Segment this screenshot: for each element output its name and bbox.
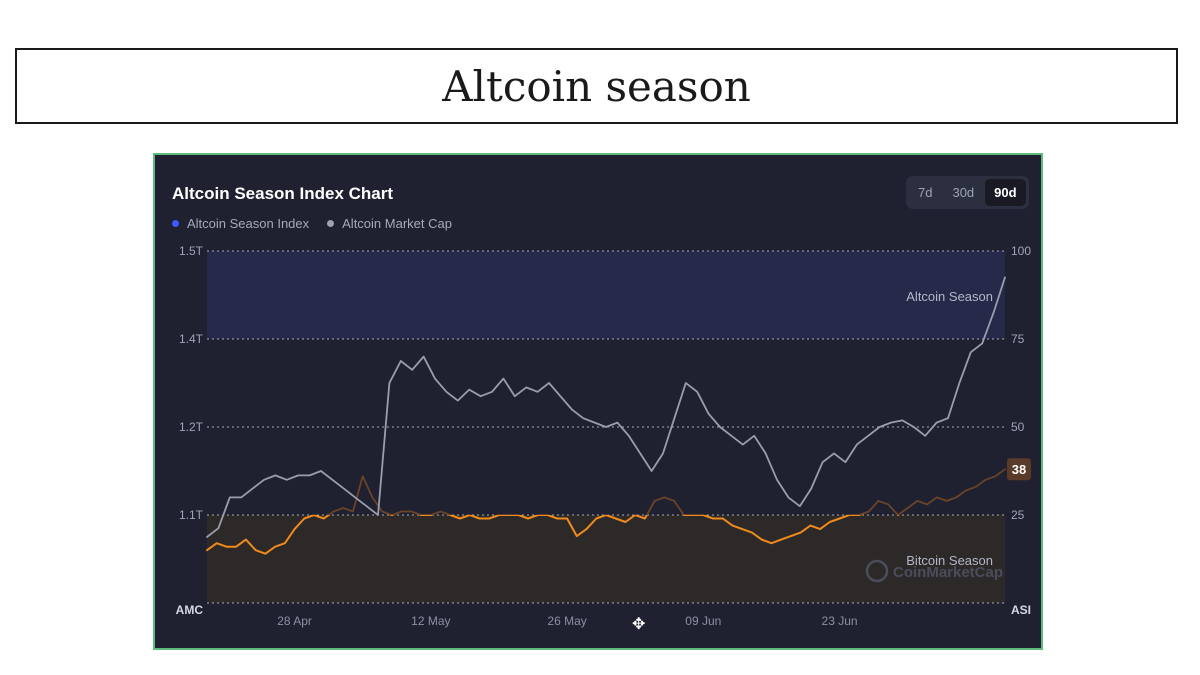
series-line-altcoin-season-index-upper [311, 468, 1006, 515]
slide-title: Altcoin season [15, 48, 1178, 124]
band-bitcoin-season [207, 515, 1005, 603]
x-tick-label: 09 Jun [685, 614, 721, 628]
legend-dot-icon [327, 220, 335, 227]
coinmarketcap-logo-icon [865, 559, 889, 583]
left-axis-label: AMC [176, 603, 204, 617]
left-tick-label: 1.1T [179, 508, 204, 522]
right-tick-label: 75 [1011, 332, 1025, 346]
legend: Altcoin Season Index Altcoin Market Cap [172, 216, 452, 231]
band-altcoin-season [207, 251, 1005, 339]
legend-label: Altcoin Market Cap [342, 216, 452, 231]
right-tick-label: 100 [1011, 244, 1031, 258]
legend-dot-icon [172, 220, 179, 227]
right-tick-label: 25 [1011, 508, 1025, 522]
x-tick-label: 28 Apr [277, 614, 312, 628]
watermark-text: CoinMarketCap [893, 564, 1003, 581]
tab-30d[interactable]: 30d [952, 185, 975, 200]
current-value-badge [1007, 458, 1031, 481]
chart-title: Altcoin Season Index Chart [172, 184, 394, 203]
series-line-altcoin-market-cap [206, 276, 1006, 538]
left-tick-label: 1.2T [179, 420, 204, 434]
altcoin-season-chart-card: Altcoin Season Index Chart Altcoin Seaso… [153, 153, 1043, 650]
right-axis-label: ASI [1011, 603, 1031, 617]
x-tick-label: 26 May [547, 614, 586, 628]
move-cursor-icon: ✥ [632, 616, 646, 633]
range-selector: 7d 30d 90d [906, 176, 1029, 209]
legend-label: Altcoin Season Index [187, 216, 310, 231]
current-value-label: 38 [1012, 462, 1026, 477]
legend-item-altcoin-market-cap[interactable]: Altcoin Market Cap [327, 216, 452, 231]
chart-plot[interactable]: Altcoin Season Bitcoin SeasonCoinMarketCa… [155, 155, 1041, 648]
x-tick-label: 23 Jun [822, 614, 858, 628]
left-tick-label: 1.4T [179, 332, 204, 346]
x-tick-label: 12 May [411, 614, 450, 628]
legend-item-altcoin-season-index[interactable]: Altcoin Season Index [172, 216, 309, 231]
tab-90d[interactable]: 90d [985, 179, 1026, 206]
tab-7d[interactable]: 7d [918, 185, 933, 200]
band-label-bitcoin-season: Bitcoin Season [906, 553, 993, 568]
right-tick-label: 50 [1011, 420, 1025, 434]
band-label-altcoin-season: Altcoin Season [906, 289, 993, 304]
left-tick-label: 1.5T [179, 244, 204, 258]
